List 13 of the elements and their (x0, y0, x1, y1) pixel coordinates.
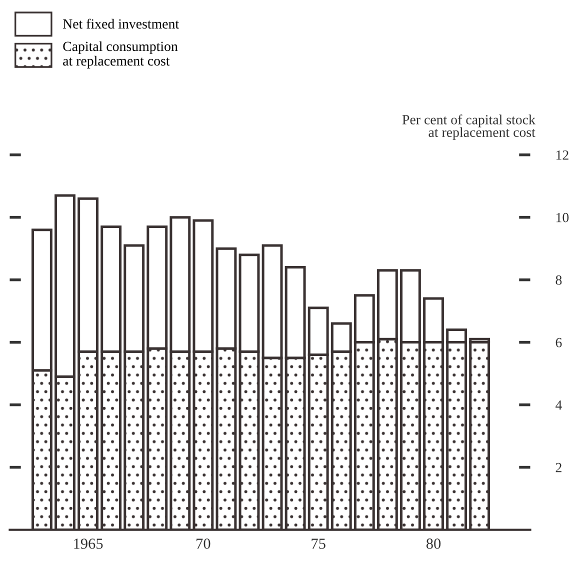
x-tick-label: 80 (426, 538, 441, 549)
y-tick-label: 8 (556, 275, 562, 285)
y-tick-label: 12 (556, 150, 568, 160)
y-tick-label: 6 (556, 338, 562, 348)
x-tick-label: 1965 (74, 538, 103, 549)
x-tick-label: 70 (196, 538, 210, 549)
x-tick-label: 75 (312, 538, 326, 549)
y-tick-label: 2 (556, 462, 562, 472)
legend-label: Net fixed investment (62, 18, 179, 29)
legend-label: Capital consumption at replacement cost (63, 41, 178, 68)
y-axis-title: Per cent of capital stock at replacement cost (402, 114, 536, 140)
y-tick-label: 4 (556, 400, 562, 410)
y-tick-label: 10 (556, 212, 569, 222)
